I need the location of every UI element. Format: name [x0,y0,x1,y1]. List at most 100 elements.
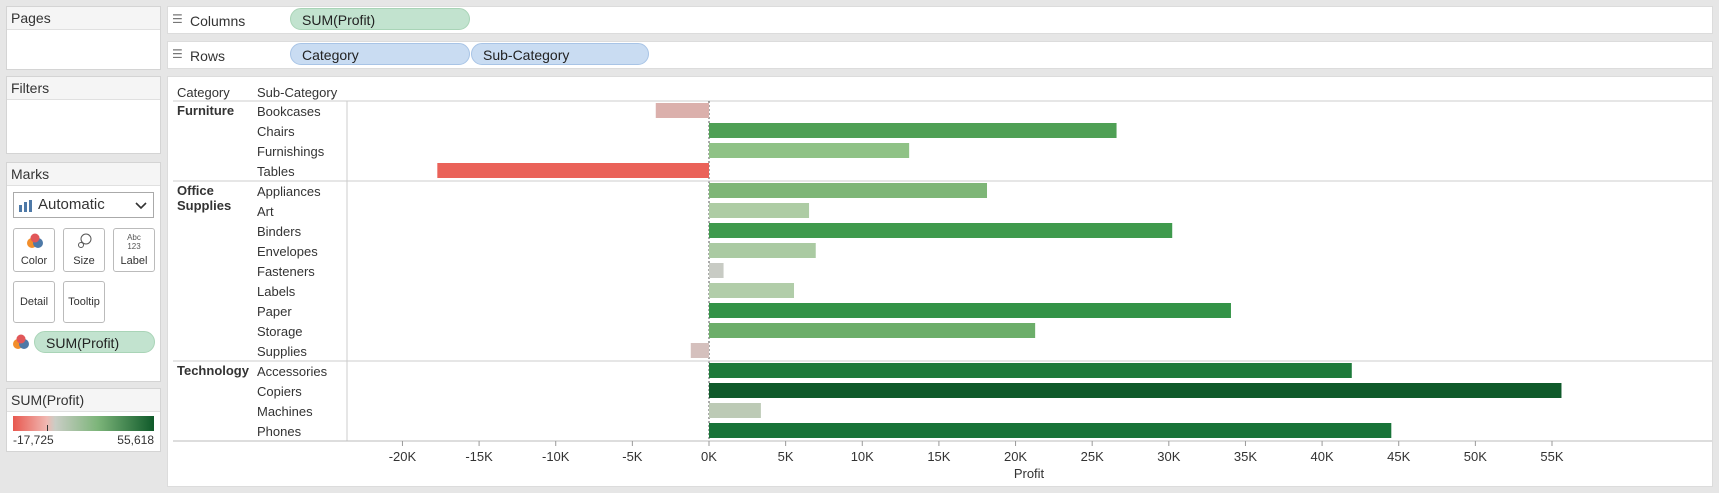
bar [709,303,1231,318]
x-tick-label: -20K [389,449,417,464]
color-field-pill-label: SUM(Profit) [46,335,120,351]
rows-icon: ☰ [172,47,183,61]
filters-card-title: Filters [11,80,50,96]
columns-shelf-label: Columns [190,13,246,29]
legend-color-ramp [13,416,154,431]
subcategory-label: Art [257,204,274,219]
filters-card[interactable]: Filters [6,76,161,154]
x-tick-label: 15K [927,449,950,464]
subcategory-label: Phones [257,424,302,439]
bar [709,423,1392,438]
bar [709,263,724,278]
x-tick-label: 40K [1311,449,1334,464]
subcategory-label: Tables [257,164,295,179]
bar [709,243,816,258]
label-button-label: Label [120,255,148,267]
x-tick-label: 0K [701,449,717,464]
label-icon: Abc 123 [114,233,154,251]
x-axis-title: Profit [1014,466,1045,481]
subcategory-label: Machines [257,404,313,419]
subcategory-label: Paper [257,304,292,319]
bar [709,383,1562,398]
tooltip-button-label: Tooltip [68,296,100,308]
subcategory-label: Storage [257,324,303,339]
bar [709,223,1173,238]
pages-card[interactable]: Pages [6,6,161,70]
subcategory-label: Furnishings [257,144,325,159]
x-tick-label: -5K [622,449,643,464]
bar [709,363,1352,378]
legend-max: 55,618 [117,433,154,447]
color-button-label: Color [20,255,48,267]
category-label: Technology [177,363,250,378]
mark-type-dropdown[interactable]: Automatic [13,192,154,218]
view-area [167,76,1713,487]
bar [709,123,1117,138]
legend-card-header [7,389,160,412]
chevron-down-icon [135,202,147,210]
x-tick-label: 10K [851,449,874,464]
label-button[interactable]: Abc 123 Label [113,228,155,272]
pages-card-header [7,7,160,30]
marks-card-title: Marks [11,166,50,182]
marks-card-header [7,163,160,186]
detail-button[interactable]: Detail [13,281,55,323]
label-icon-text-abc: Abc [127,233,141,242]
subcategory-label: Accessories [257,364,328,379]
columns-pill-sum-profit[interactable]: SUM(Profit) [290,8,470,30]
subcategory-label: Envelopes [257,244,318,259]
bar [437,163,709,178]
subcategory-label: Bookcases [257,104,321,119]
size-button[interactable]: Size [63,228,105,272]
filters-card-header [7,77,160,100]
bar [709,183,988,198]
color-button[interactable]: Color [13,228,55,272]
bar [709,203,810,218]
rows-pill-subcategory[interactable]: Sub-Category [471,43,649,65]
x-tick-label: 5K [778,449,794,464]
x-tick-label: 50K [1464,449,1487,464]
category-column-header: Category [177,85,230,100]
color-icon [27,233,43,248]
tooltip-button[interactable]: Tooltip [63,281,105,323]
rows-pill-category[interactable]: Category [290,43,470,65]
bar-chart-icon [19,200,32,212]
bar [709,403,761,418]
bar [709,323,1036,338]
x-tick-label: -10K [542,449,570,464]
rows-shelf-label: Rows [190,48,226,64]
columns-pill-label: SUM(Profit) [302,12,376,28]
legend-min: -17,725 [13,433,54,447]
legend-title: SUM(Profit) [11,392,85,408]
columns-icon: ☰ [172,12,183,26]
legend-zero-marker [47,425,48,431]
x-tick-label: 45K [1387,449,1410,464]
subcategory-column-header: Sub-Category [257,85,338,100]
label-icon-text-123: 123 [127,242,141,251]
pages-card-title: Pages [11,10,51,26]
subcategory-label: Binders [257,224,302,239]
category-label: Office Supplies [177,183,231,213]
subcategory-label: Fasteners [257,264,315,279]
mark-type-label: Automatic [38,196,105,213]
size-button-label: Size [73,255,95,267]
x-tick-label: 25K [1081,449,1104,464]
x-tick-label: 55K [1540,449,1563,464]
x-tick-label: 30K [1157,449,1180,464]
subcategory-label: Supplies [257,344,307,359]
subcategory-label: Labels [257,284,296,299]
subcategory-label: Copiers [257,384,302,399]
x-tick-label: 35K [1234,449,1257,464]
bar [655,103,709,118]
rows-pill-category-label: Category [302,47,359,63]
bar [709,143,910,158]
color-field-pill[interactable]: SUM(Profit) [34,331,155,353]
color-field-icon [13,334,29,349]
category-label: Furniture [177,103,234,118]
size-icon [78,233,92,248]
detail-button-label: Detail [19,296,49,308]
legend-card: SUM(Profit) -17,725 55,618 [6,388,161,452]
rows-pill-subcategory-label: Sub-Category [483,47,570,63]
x-tick-label: 20K [1004,449,1027,464]
